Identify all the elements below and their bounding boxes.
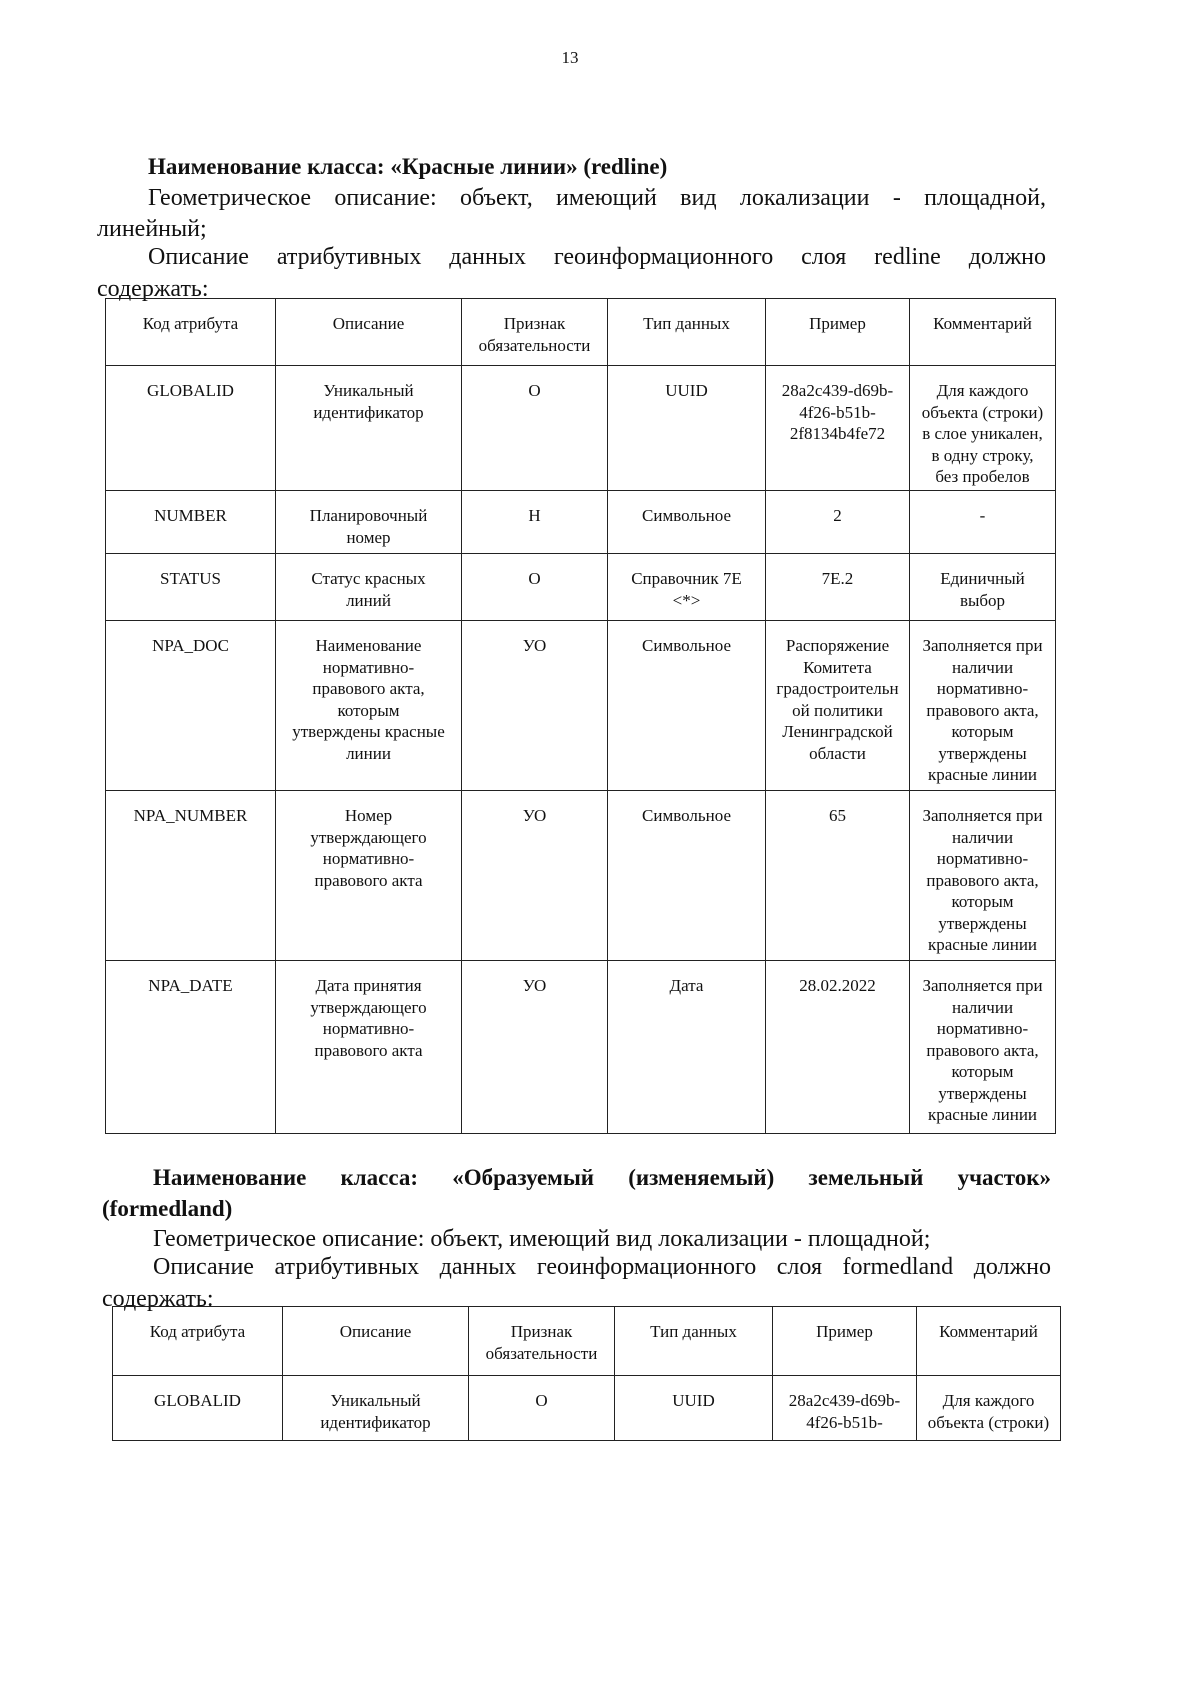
table-cell: Заполняется при наличии нормативно- прав… <box>909 960 1056 1134</box>
section1-geometry-line2: линейный; <box>97 216 207 242</box>
section1-heading: Наименование класса: «Красные линии» (re… <box>148 154 668 179</box>
column-header: Код атрибута <box>112 1306 283 1376</box>
table-row: NPA_DOC Наименование нормативно- правовог… <box>105 620 1056 791</box>
column-header: Описание <box>282 1306 469 1376</box>
table-cell: 28a2c439-d69b- 4f26-b51b- <box>772 1375 917 1441</box>
table-cell: Номер утверждающего нормативно- правовог… <box>275 790 462 961</box>
table-cell: UUID <box>607 365 766 491</box>
table-cell: Статус красных линий <box>275 553 462 621</box>
formedland-attributes-table: Код атрибута Описание Признак обязательнос… <box>112 1306 1061 1441</box>
section2-geometry-line1: Геометрическое описание: объект, имеющий… <box>153 1226 931 1252</box>
column-header: Описание <box>275 298 462 366</box>
table-cell: NPA_DATE <box>105 960 276 1134</box>
table-cell: - <box>909 490 1056 554</box>
table-cell: Распоряжение Комитета градостроительн ой… <box>765 620 910 791</box>
table-row: STATUS Статус красных линий О Справочник 7Е… <box>105 553 1056 621</box>
header-row: Код атрибута Описание Признак обязательнос… <box>105 298 1056 366</box>
table-cell: 28a2c439-d69b- 4f26-b51b- 2f8134b4fe72 <box>765 365 910 491</box>
table-cell: Единичный выбор <box>909 553 1056 621</box>
redline-attributes-table: Код атрибута Описание Признак обязательнос… <box>105 298 1056 1134</box>
table-cell: УО <box>461 960 608 1134</box>
table-cell: Н <box>461 490 608 554</box>
table-cell: УО <box>461 790 608 961</box>
column-header: Тип данных <box>607 298 766 366</box>
table-cell: О <box>461 553 608 621</box>
column-header: Тип данных <box>614 1306 773 1376</box>
table-cell: О <box>461 365 608 491</box>
table-row: NUMBER Планировочный номер Н Символьное 2- <box>105 490 1056 554</box>
table-row: NPA_NUMBER Номер утверждающего нормативно… <box>105 790 1056 961</box>
table-cell: Заполняется при наличии нормативно- прав… <box>909 790 1056 961</box>
table-cell: Дата <box>607 960 766 1134</box>
table-cell: GLOBALID <box>105 365 276 491</box>
table-cell: Дата принятия утверждающего нормативно- … <box>275 960 462 1134</box>
column-header: Комментарий <box>909 298 1056 366</box>
table-cell: 65 <box>765 790 910 961</box>
table-cell: NUMBER <box>105 490 276 554</box>
section1-geometry-line1: Геометрическое описание: объект, имеющий… <box>148 185 1046 211</box>
table-cell: Уникальный идентификатор <box>275 365 462 491</box>
table-cell: 2 <box>765 490 910 554</box>
table-cell: Для каждого объекта (строки) <box>916 1375 1061 1441</box>
table-cell: Символьное <box>607 490 766 554</box>
section2-attr-line1: Описание атрибутивных данных геоинформац… <box>153 1254 1051 1280</box>
section2-heading-line2: (formedland) <box>102 1196 233 1221</box>
table-cell: UUID <box>614 1375 773 1441</box>
section2-heading-line1: Наименование класса: «Образуемый (изменя… <box>153 1165 1051 1190</box>
table-row: GLOBALID Уникальный идентификатор О UUID 28a… <box>105 365 1056 491</box>
section1-attr-line1: Описание атрибутивных данных геоинформац… <box>148 244 1046 270</box>
table-cell: Символьное <box>607 790 766 961</box>
column-header: Признак обязательности <box>468 1306 615 1376</box>
table-cell: Справочник 7Е <*> <box>607 553 766 621</box>
table-cell: О <box>468 1375 615 1441</box>
page-number: 13 <box>561 48 579 67</box>
table-cell: Уникальный идентификатор <box>282 1375 469 1441</box>
table-cell: 7Е.2 <box>765 553 910 621</box>
header-row: Код атрибута Описание Признак обязательнос… <box>112 1306 1061 1376</box>
table-cell: 28.02.2022 <box>765 960 910 1134</box>
table-cell: Символьное <box>607 620 766 791</box>
column-header: Пример <box>765 298 910 366</box>
column-header: Пример <box>772 1306 917 1376</box>
table-cell: GLOBALID <box>112 1375 283 1441</box>
table-cell: УО <box>461 620 608 791</box>
column-header: Комментарий <box>916 1306 1061 1376</box>
section1-attr-line2: содержать: <box>97 276 209 302</box>
table-cell: Наименование нормативно- правового акта,… <box>275 620 462 791</box>
column-header: Код атрибута <box>105 298 276 366</box>
table-cell: STATUS <box>105 553 276 621</box>
table-cell: NPA_DOC <box>105 620 276 791</box>
table-row: GLOBALID Уникальный идентификатор О UUID 28a… <box>112 1375 1061 1441</box>
table-row: NPA_DATE Дата принятия утверждающего норм… <box>105 960 1056 1134</box>
table-cell: Планировочный номер <box>275 490 462 554</box>
table-cell: Для каждого объекта (строки) в слое уник… <box>909 365 1056 491</box>
column-header: Признак обязательности <box>461 298 608 366</box>
table-cell: Заполняется при наличии нормативно- прав… <box>909 620 1056 791</box>
table-cell: NPA_NUMBER <box>105 790 276 961</box>
